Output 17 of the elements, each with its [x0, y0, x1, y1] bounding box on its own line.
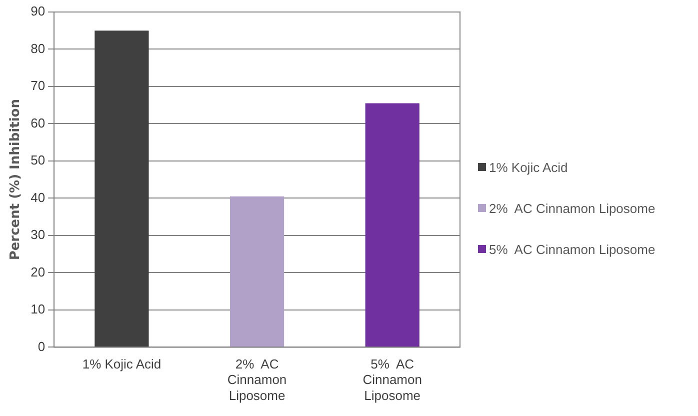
y-tick-label: 70	[30, 78, 46, 94]
y-tick-label: 20	[30, 264, 46, 280]
y-tick-label: 10	[30, 302, 46, 317]
y-tick-label: 50	[30, 152, 46, 168]
y-tick-label: 90	[30, 4, 46, 19]
y-tick-label: 0	[38, 338, 46, 354]
y-tick-label: 30	[30, 227, 46, 242]
y-tick-label: 40	[30, 190, 46, 205]
y-tick-label: 80	[30, 40, 46, 56]
y-tick-label: 60	[30, 115, 46, 130]
legend-label: 2% AC Cinnamon Liposome	[489, 200, 656, 216]
legend-label: 1% Kojic Acid	[489, 160, 568, 174]
x-tick-label: 2% AC Cinnamon Liposome	[227, 356, 287, 403]
legend-label: 5% AC Cinnamon Liposome	[489, 242, 656, 256]
x-tick-label: 1% Kojic Acid	[82, 356, 162, 372]
y-axis-title: Percent (%) Inhibition	[8, 99, 24, 260]
x-tick-label: 5% AC Cinnamon Liposome	[362, 356, 422, 403]
